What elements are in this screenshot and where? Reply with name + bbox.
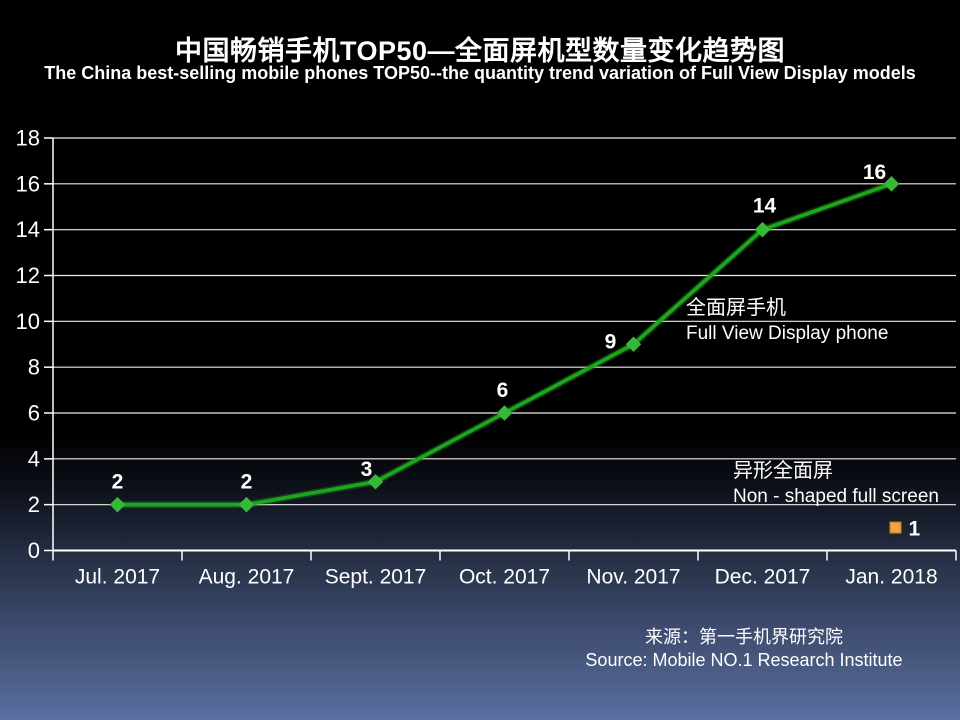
data-point-marker [238,496,255,513]
y-axis-label: 0 [28,538,40,563]
y-axis-label: 4 [28,446,40,471]
x-axis-label: Dec. 2017 [715,566,811,589]
y-axis-label: 10 [16,309,40,334]
series-label-nonshaped: 异形全面屏 Non - shaped full screen [733,459,939,509]
x-axis-label: Sept. 2017 [325,566,427,589]
x-axis-label: Oct. 2017 [459,566,550,589]
x-axis-label: Jul. 2017 [75,566,160,589]
data-label: 9 [605,330,617,353]
series-label-nonshaped-en: Non - shaped full screen [733,486,939,507]
y-axis-label: 6 [28,401,40,426]
y-axis-label: 14 [16,217,40,242]
series-label-full-view-cn: 全面屏手机 [686,297,786,319]
y-axis-label: 18 [16,126,40,151]
chart-subtitle: The China best-selling mobile phones TOP… [44,63,916,83]
data-label: 2 [241,471,253,494]
x-axis-label: Jan. 2018 [845,566,937,589]
x-axis-label: Aug. 2017 [199,566,295,589]
chart-title: 中国畅销手机TOP50—全面屏机型数量变化趋势图 [174,36,786,66]
data-label: 2 [112,471,124,494]
series-label-nonshaped-cn: 异形全面屏 [733,460,833,482]
data-point-marker [109,496,126,513]
data-label: 16 [863,161,886,184]
y-axis-label: 16 [16,171,40,196]
source-note-en: Source: Mobile NO.1 Research Institute [585,650,903,670]
series-label-full-view: 全面屏手机 Full View Display phone [686,296,888,346]
series-label-full-view-en: Full View Display phone [686,323,889,344]
data-label: 3 [361,458,373,481]
y-axis-label: 2 [28,492,40,517]
data-label: 6 [497,379,509,402]
data-point-marker [754,221,771,238]
y-axis-label: 12 [16,263,40,288]
data-point-marker [883,176,900,192]
data-label: 14 [753,195,777,218]
nonshaped-point-marker [889,521,902,534]
source-note: 来源：第一手机界研究院 Source: Mobile NO.1 Research… [534,626,954,672]
nonshaped-data-label: 1 [909,518,921,541]
source-note-cn: 来源：第一手机界研究院 [645,627,843,647]
x-axis-label: Nov. 2017 [586,566,680,589]
y-axis-label: 8 [28,355,40,380]
